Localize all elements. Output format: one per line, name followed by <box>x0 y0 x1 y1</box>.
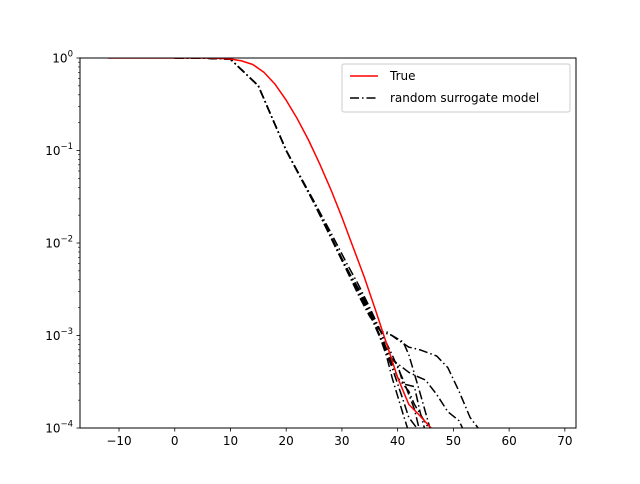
x-tick-label: 40 <box>390 434 405 448</box>
y-tick-label: 10−3 <box>45 327 73 343</box>
x-tick-label: 10 <box>223 434 238 448</box>
y-tick-label-exponent: −4 <box>60 420 73 430</box>
series-line-surrogate-8 <box>174 58 409 428</box>
plot-area <box>80 58 576 428</box>
y-tick-label-base: 10 <box>45 329 60 343</box>
plot-frame <box>79 57 577 429</box>
x-tick-label: 60 <box>501 434 516 448</box>
legend-label-true: True <box>389 69 416 83</box>
y-tick-label: 10−2 <box>45 235 73 251</box>
y-tick-label-base: 10 <box>45 422 60 436</box>
legend-label-surrogate: random surrogate model <box>390 91 539 105</box>
x-tick-label: 0 <box>171 434 179 448</box>
y-tick-label-base: 10 <box>45 237 60 251</box>
x-axis: −10 0 10 20 30 40 50 60 70 <box>106 428 572 448</box>
x-tick-label: 30 <box>334 434 349 448</box>
legend: True random surrogate model <box>341 63 571 113</box>
y-tick-label: 100 <box>52 50 73 66</box>
x-tick-label: 50 <box>446 434 461 448</box>
y-tick-label: 10−1 <box>45 142 73 158</box>
y-tick-label-exponent: −2 <box>60 235 73 245</box>
y-tick-label: 10−4 <box>45 420 73 436</box>
series-line-true <box>107 58 433 428</box>
y-tick-label-exponent: −1 <box>60 142 73 152</box>
y-tick-label-base: 10 <box>45 144 60 158</box>
x-tick-label: −10 <box>106 434 131 448</box>
y-tick-label-exponent: −3 <box>60 327 73 337</box>
y-tick-label-base: 10 <box>52 52 67 66</box>
y-tick-label-exponent: 0 <box>68 50 73 60</box>
x-tick-label: 20 <box>279 434 294 448</box>
legend-box <box>341 63 571 113</box>
series-layer <box>107 58 480 428</box>
x-tick-label: 70 <box>557 434 572 448</box>
